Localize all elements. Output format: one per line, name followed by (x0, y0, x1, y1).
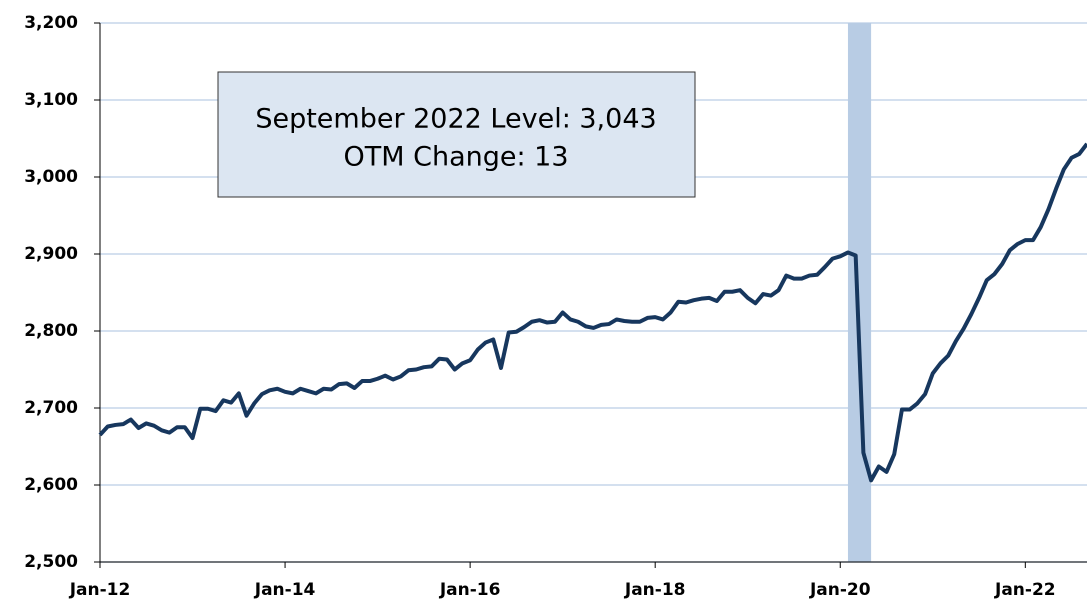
x-tick-label: Jan-16 (439, 580, 501, 600)
y-tick-label: 2,500 (24, 552, 78, 572)
x-tick-label: Jan-18 (624, 580, 686, 600)
annotation-box (217, 71, 696, 198)
y-tick-label: 3,200 (24, 13, 78, 33)
recession-band (847, 23, 872, 562)
y-tick-label: 2,600 (24, 475, 78, 495)
x-tick-label: Jan-12 (69, 580, 131, 600)
annotation: OTM Change: 13 (343, 142, 568, 173)
y-tick-label: 2,900 (24, 244, 78, 264)
x-tick-label: Jan-20 (809, 580, 871, 600)
y-tick-label: 2,700 (24, 398, 78, 418)
y-tick-label: 3,000 (24, 167, 78, 187)
x-tick-label: Jan-14 (254, 580, 316, 600)
y-tick-label: 2,800 (24, 321, 78, 341)
x-tick-label: Jan-22 (994, 580, 1056, 600)
y-tick-label: 3,100 (24, 90, 78, 110)
line (98, 142, 1087, 483)
annotation: September 2022 Level: 3,043 (255, 104, 656, 135)
